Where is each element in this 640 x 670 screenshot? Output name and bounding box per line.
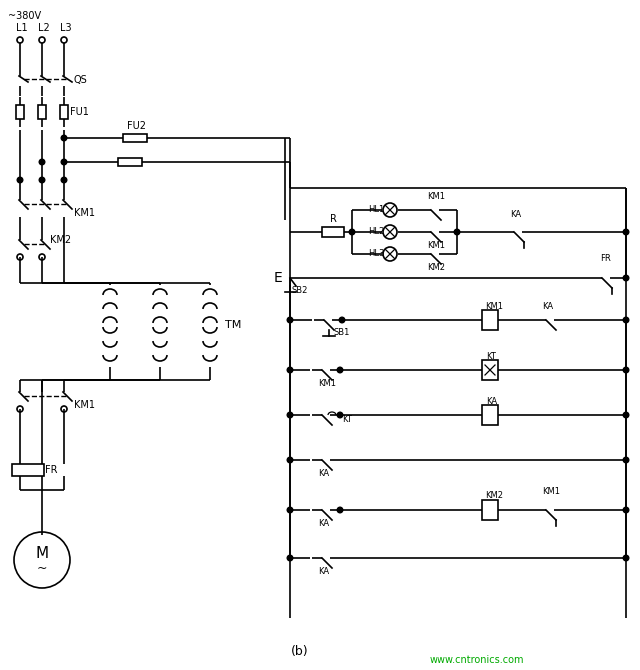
- Bar: [16, 105, 24, 119]
- Text: HL1: HL1: [368, 204, 384, 214]
- Text: HL2: HL2: [368, 226, 384, 235]
- Circle shape: [61, 177, 67, 183]
- Text: www.cntronics.com: www.cntronics.com: [430, 655, 525, 665]
- Bar: [123, 134, 147, 142]
- Text: KM1: KM1: [485, 302, 503, 310]
- Circle shape: [623, 555, 628, 561]
- Text: SB2: SB2: [292, 285, 308, 295]
- Circle shape: [287, 367, 293, 373]
- Bar: [38, 105, 46, 119]
- Circle shape: [287, 457, 293, 463]
- Text: KM1: KM1: [318, 379, 336, 387]
- Text: HL3: HL3: [368, 249, 385, 257]
- Text: R: R: [330, 214, 337, 224]
- Circle shape: [623, 457, 628, 463]
- Circle shape: [349, 229, 355, 234]
- Text: FU1: FU1: [70, 107, 89, 117]
- Circle shape: [39, 159, 45, 165]
- Text: TM: TM: [225, 320, 241, 330]
- Text: KA: KA: [318, 468, 329, 478]
- Circle shape: [623, 412, 628, 418]
- Circle shape: [287, 507, 293, 513]
- Text: FR: FR: [600, 253, 611, 263]
- Text: KM2: KM2: [50, 235, 71, 245]
- Circle shape: [623, 507, 628, 513]
- Text: KM2: KM2: [427, 263, 445, 271]
- Circle shape: [623, 229, 628, 234]
- Bar: [482, 310, 498, 330]
- Text: (b): (b): [291, 645, 309, 659]
- Text: KA: KA: [542, 302, 553, 310]
- Text: ~: ~: [36, 561, 47, 574]
- Text: KA: KA: [510, 210, 521, 218]
- Circle shape: [454, 229, 460, 234]
- Circle shape: [623, 367, 628, 373]
- Circle shape: [61, 135, 67, 141]
- Text: KM1: KM1: [542, 488, 560, 496]
- Text: KM1: KM1: [74, 400, 95, 410]
- Bar: [322, 227, 344, 237]
- Text: KM1: KM1: [74, 208, 95, 218]
- Text: FU2: FU2: [127, 121, 146, 131]
- Text: KA: KA: [318, 519, 329, 527]
- Circle shape: [287, 412, 293, 418]
- Text: SB1: SB1: [334, 328, 350, 336]
- Circle shape: [39, 177, 45, 183]
- Text: KM1: KM1: [427, 241, 445, 249]
- Text: M: M: [35, 547, 49, 561]
- Circle shape: [287, 317, 293, 323]
- Circle shape: [17, 177, 23, 183]
- Bar: [60, 105, 68, 119]
- Bar: [482, 360, 498, 380]
- Circle shape: [623, 275, 628, 281]
- Text: KM2: KM2: [485, 492, 503, 500]
- Text: E: E: [274, 271, 283, 285]
- Text: L1: L1: [16, 23, 28, 33]
- Bar: [12, 464, 44, 476]
- Text: FR: FR: [45, 465, 58, 475]
- Bar: [482, 500, 498, 520]
- Text: KA: KA: [486, 397, 497, 405]
- Text: KA: KA: [318, 567, 329, 576]
- Text: KT: KT: [486, 352, 496, 360]
- Circle shape: [623, 317, 628, 323]
- Text: ~380V: ~380V: [8, 11, 41, 21]
- Circle shape: [337, 412, 343, 418]
- Circle shape: [287, 555, 293, 561]
- Bar: [118, 158, 142, 166]
- Circle shape: [339, 317, 345, 323]
- Text: KM1: KM1: [427, 192, 445, 200]
- Circle shape: [337, 507, 343, 513]
- Text: L2: L2: [38, 23, 50, 33]
- Text: L3: L3: [60, 23, 72, 33]
- Circle shape: [337, 367, 343, 373]
- Bar: [482, 405, 498, 425]
- Text: KT: KT: [342, 415, 352, 425]
- Text: QS: QS: [74, 75, 88, 85]
- Circle shape: [61, 159, 67, 165]
